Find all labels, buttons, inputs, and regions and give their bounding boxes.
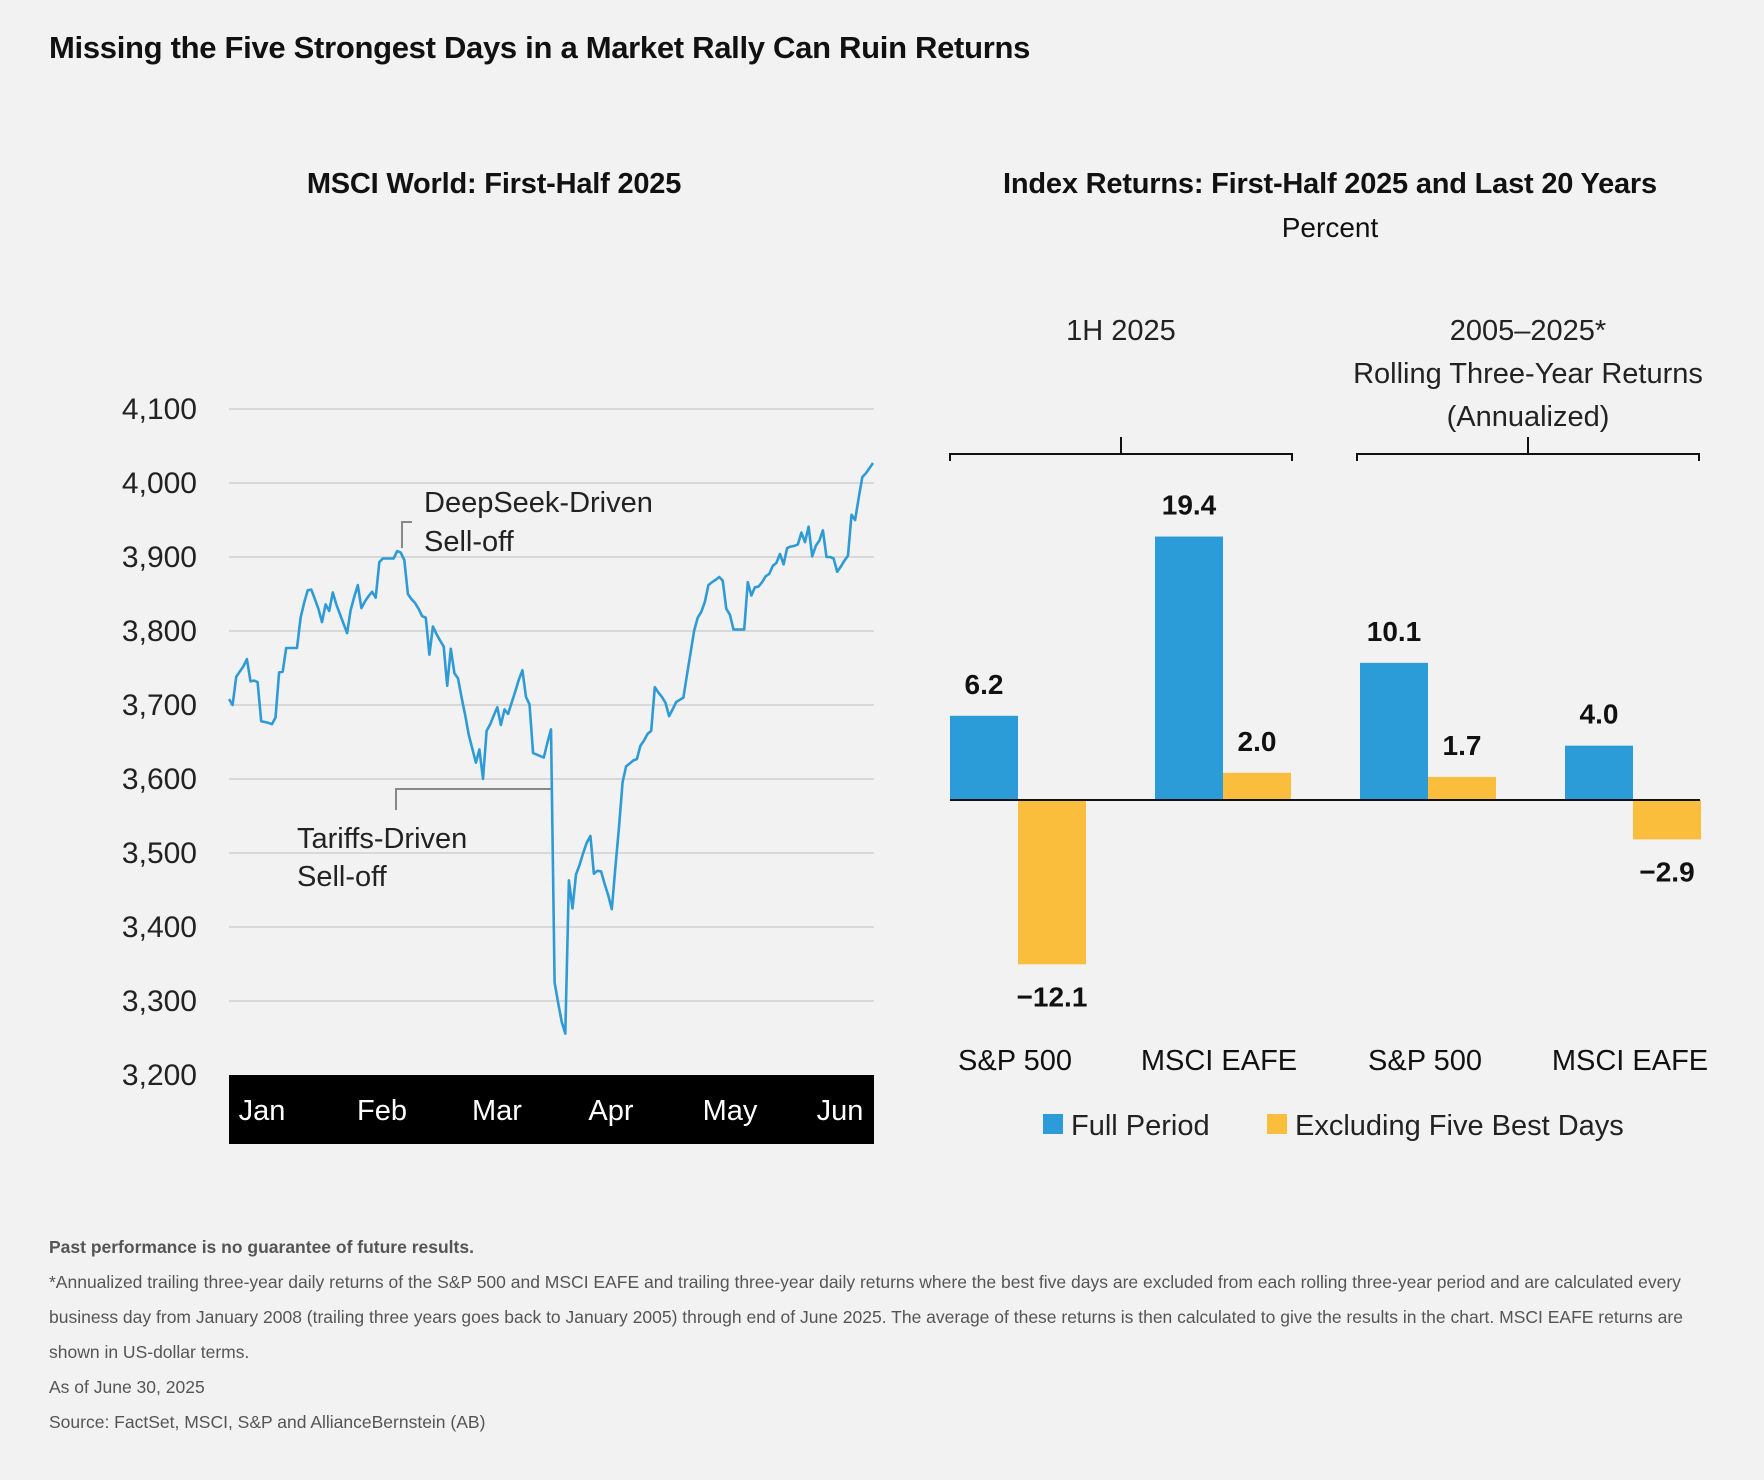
as-of-date: As of June 30, 2025: [49, 1377, 205, 1397]
line-chart-gridlines: [229, 408, 874, 1002]
bar: [1428, 776, 1496, 800]
bar-chart-subtitle: Percent: [1281, 212, 1379, 243]
category-label: MSCI EAFE: [1552, 1045, 1708, 1077]
month-label: Feb: [357, 1095, 407, 1127]
bar: [1565, 745, 1633, 800]
bar-value-label: −2.9: [1639, 856, 1694, 887]
footnotes: Past performance is no guarantee of futu…: [49, 1230, 1729, 1440]
line-chart-x-axis: Jan Feb Mar Apr May Jun: [239, 1095, 864, 1127]
tariffs-annotation-line2: Sell-off: [297, 861, 388, 893]
legend-label-excluding-best-days: Excluding Five Best Days: [1295, 1110, 1624, 1142]
category-label: S&P 500: [958, 1045, 1072, 1077]
bar-legend: Full Period Excluding Five Best Days: [1043, 1110, 1624, 1142]
month-label: Jan: [239, 1095, 286, 1127]
bar-chart-title: Index Returns: First-Half 2025 and Last …: [1003, 168, 1657, 200]
y-tick-label: 3,800: [122, 615, 197, 648]
y-tick-label: 3,300: [122, 985, 197, 1018]
main-title: Missing the Five Strongest Days in a Mar…: [49, 30, 1031, 65]
month-label: Apr: [588, 1095, 633, 1127]
disclaimer-text: Past performance is no guarantee of futu…: [49, 1237, 474, 1257]
bar-category-labels: S&P 500 MSCI EAFE S&P 500 MSCI EAFE: [958, 1045, 1708, 1077]
bar: [950, 715, 1018, 800]
category-label: S&P 500: [1368, 1045, 1482, 1077]
bar-value-label: 19.4: [1162, 490, 1217, 521]
line-chart-y-axis: 3,200 3,300 3,400 3,500 3,600 3,700 3,800 3,900…: [122, 393, 197, 1092]
month-label: Mar: [472, 1095, 522, 1127]
group-label-2005-2025: 2005–2025*: [1450, 315, 1606, 347]
legend-swatch-full-period: [1043, 1114, 1063, 1134]
deepseek-annotation-line1: DeepSeek-Driven: [424, 487, 653, 519]
legend-swatch-excluding-best-days: [1267, 1114, 1287, 1134]
category-label: MSCI EAFE: [1141, 1045, 1297, 1077]
bar-value-label: 10.1: [1367, 616, 1422, 647]
line-chart-title: MSCI World: First-Half 2025: [306, 168, 682, 200]
bracket-1h-2025: [949, 453, 1293, 461]
bracket-2005-2025: [1356, 453, 1700, 461]
y-tick-label: 3,900: [122, 541, 197, 574]
bar-value-label: 6.2: [965, 669, 1004, 700]
y-tick-label: 3,600: [122, 763, 197, 796]
legend-label-full-period: Full Period: [1071, 1110, 1210, 1142]
tariffs-annotation-line1: Tariffs-Driven: [297, 823, 467, 855]
y-tick-label: 3,400: [122, 911, 197, 944]
month-label: Jun: [817, 1095, 864, 1127]
group-label-rolling: Rolling Three-Year Returns: [1353, 358, 1703, 390]
tariffs-leader-line: [395, 788, 553, 810]
bar-value-label: −12.1: [1017, 981, 1088, 1012]
bar-value-label: 4.0: [1580, 699, 1619, 730]
bar: [1155, 536, 1223, 800]
bar: [1018, 800, 1086, 965]
bar: [1223, 772, 1291, 800]
source-text: Source: FactSet, MSCI, S&P and AllianceB…: [49, 1412, 486, 1432]
group-brackets: [949, 437, 1700, 461]
bar-value-label: 1.7: [1443, 730, 1482, 761]
deepseek-annotation-line2: Sell-off: [424, 526, 515, 558]
y-tick-label: 3,500: [122, 837, 197, 870]
y-tick-label: 3,700: [122, 689, 197, 722]
line-chart-annotations: DeepSeek-Driven Sell-off Tariffs-Driven …: [297, 487, 653, 893]
group-label-1h-2025: 1H 2025: [1066, 315, 1176, 347]
bar: [1633, 800, 1701, 840]
month-label: May: [703, 1095, 758, 1127]
methodology-note: *Annualized trailing three-year daily re…: [49, 1272, 1683, 1362]
y-tick-label: 4,100: [122, 393, 197, 426]
group-label-annualized: (Annualized): [1447, 401, 1610, 433]
bar-value-label: 2.0: [1238, 726, 1277, 757]
deepseek-leader-line: [401, 521, 412, 548]
y-tick-label: 3,200: [122, 1059, 197, 1092]
bar-series: 6.2 19.4 10.1 4.0 −12.1 2.0 1.7 −2.9: [950, 490, 1701, 1012]
msci-world-series-line: [227, 462, 875, 1035]
month-axis-band: [229, 1075, 874, 1144]
y-tick-label: 4,000: [122, 467, 197, 500]
bar: [1360, 662, 1428, 800]
